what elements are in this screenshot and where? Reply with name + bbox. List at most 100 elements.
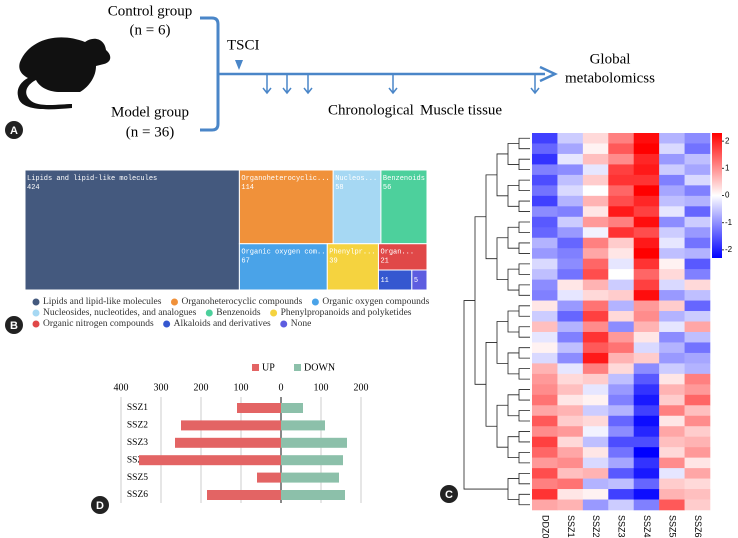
dendrogram-link bbox=[518, 221, 530, 233]
x-tick-label: 200 bbox=[194, 382, 209, 393]
legend-swatch bbox=[311, 298, 319, 306]
heatmap-cell bbox=[633, 164, 660, 176]
column-label: SSZ4 bbox=[642, 515, 652, 538]
tile-label: Lipids and lipid-like molecules bbox=[27, 175, 157, 183]
heatmap-cell bbox=[659, 478, 685, 490]
heatmap-cell bbox=[557, 415, 584, 427]
heatmap-cell bbox=[557, 311, 584, 322]
heatmap-cell bbox=[659, 143, 685, 155]
tile-value: 56 bbox=[383, 184, 391, 192]
heatmap-cell bbox=[608, 185, 635, 197]
dendrogram-link bbox=[507, 268, 519, 291]
heatmap-cell bbox=[608, 352, 635, 364]
heatmap-cell bbox=[582, 174, 609, 186]
tile-label: Organoheterocyclic... bbox=[241, 175, 329, 183]
bar bbox=[257, 472, 281, 483]
heatmap-cell bbox=[608, 258, 635, 270]
heatmap-cell bbox=[684, 153, 711, 165]
legend-label: Organoheterocyclic compounds bbox=[181, 297, 302, 307]
heatmap-cell bbox=[557, 279, 584, 291]
heatmap-cell bbox=[557, 342, 584, 354]
heatmap-cell bbox=[684, 394, 711, 406]
heatmap-cell bbox=[684, 279, 711, 291]
dendrogram-link bbox=[518, 452, 530, 464]
heatmap-cell bbox=[659, 206, 685, 218]
heatmap-cell bbox=[532, 384, 558, 396]
dendrogram-link bbox=[518, 389, 530, 401]
dendrogram-link bbox=[496, 321, 508, 364]
heatmap-cell bbox=[659, 436, 685, 448]
heatmap-cell bbox=[557, 468, 584, 479]
dendrogram-link bbox=[518, 242, 530, 254]
heatmap-cell bbox=[684, 468, 711, 479]
heatmap-cell bbox=[684, 269, 711, 280]
heatmap-cell bbox=[659, 394, 685, 406]
outcome-label: Global bbox=[590, 51, 631, 67]
heatmap-cell bbox=[633, 321, 660, 333]
column-label: SSZ1 bbox=[566, 515, 576, 538]
heatmap-cell bbox=[557, 269, 584, 280]
heatmap-cell bbox=[557, 227, 584, 239]
heatmap-cell bbox=[633, 143, 660, 155]
heatmap-cell bbox=[608, 426, 635, 437]
heatmap-cell bbox=[582, 426, 609, 437]
dendrogram-link bbox=[518, 179, 530, 191]
panel-letter: A bbox=[10, 125, 18, 137]
heatmap-cell bbox=[659, 269, 685, 280]
heatmap-cell bbox=[633, 331, 660, 343]
heatmap-cell bbox=[684, 311, 711, 322]
heatmap-cell bbox=[659, 468, 685, 479]
heatmap-cell bbox=[532, 143, 558, 155]
heatmap-cell bbox=[582, 468, 609, 479]
legend-label: Lipids and lipid-like molecules bbox=[43, 297, 162, 307]
heatmap-cell bbox=[608, 153, 635, 165]
heatmap-cell bbox=[582, 153, 609, 165]
heatmap-cell bbox=[684, 447, 711, 458]
heatmap-cell bbox=[659, 133, 685, 144]
tile-value: 5 bbox=[414, 277, 418, 285]
heatmap-cell bbox=[582, 133, 609, 144]
heatmap-cell bbox=[684, 258, 711, 270]
event-marker bbox=[235, 60, 243, 70]
column-label: SSZ5 bbox=[667, 515, 677, 538]
dendrogram-link bbox=[463, 300, 508, 490]
heatmap-cell bbox=[608, 363, 635, 375]
heatmap-cell bbox=[557, 164, 584, 176]
category-label: SSZ5 bbox=[127, 473, 148, 483]
dendrogram-link bbox=[518, 137, 530, 150]
heatmap-cell bbox=[659, 384, 685, 396]
heatmap-cell bbox=[582, 216, 609, 228]
heatmap-cell bbox=[532, 499, 558, 511]
heatmap-cell bbox=[659, 331, 685, 343]
heatmap-cell bbox=[532, 195, 558, 207]
heatmap-cell bbox=[582, 164, 609, 176]
heatmap-cell bbox=[684, 426, 711, 437]
legend-swatch bbox=[32, 320, 40, 328]
bar bbox=[281, 455, 343, 466]
heatmap-cell bbox=[557, 457, 584, 469]
heatmap-cell bbox=[582, 447, 609, 458]
legend-label: None bbox=[291, 319, 312, 329]
heatmap-cell bbox=[582, 237, 609, 249]
outcome-label: metabolomicss bbox=[565, 70, 655, 86]
heatmap-cell bbox=[684, 436, 711, 448]
heatmap-cell bbox=[532, 405, 558, 417]
heatmap-cell bbox=[608, 457, 635, 469]
heatmap-cell bbox=[659, 290, 685, 301]
heatmap-cell bbox=[659, 457, 685, 469]
heatmap-cell bbox=[684, 248, 711, 259]
heatmap-cell bbox=[659, 311, 685, 322]
heatmap-cell bbox=[684, 405, 711, 417]
legend-label: Organic oxygen compounds bbox=[322, 297, 429, 307]
heatmap-cell bbox=[608, 269, 635, 280]
legend-label: Phenylpropanoids and polyketides bbox=[281, 308, 412, 318]
heatmap-cell bbox=[532, 436, 558, 448]
heatmap-cell bbox=[557, 153, 584, 165]
legend-label: Organic nitrogen compounds bbox=[43, 319, 154, 329]
category-label: SSZ1 bbox=[127, 403, 148, 413]
heatmap-cell bbox=[684, 216, 711, 228]
heatmap-cell bbox=[582, 478, 609, 490]
heatmap-cell bbox=[684, 415, 711, 427]
heatmap-cell bbox=[532, 447, 558, 458]
heatmap-cell bbox=[684, 489, 711, 500]
